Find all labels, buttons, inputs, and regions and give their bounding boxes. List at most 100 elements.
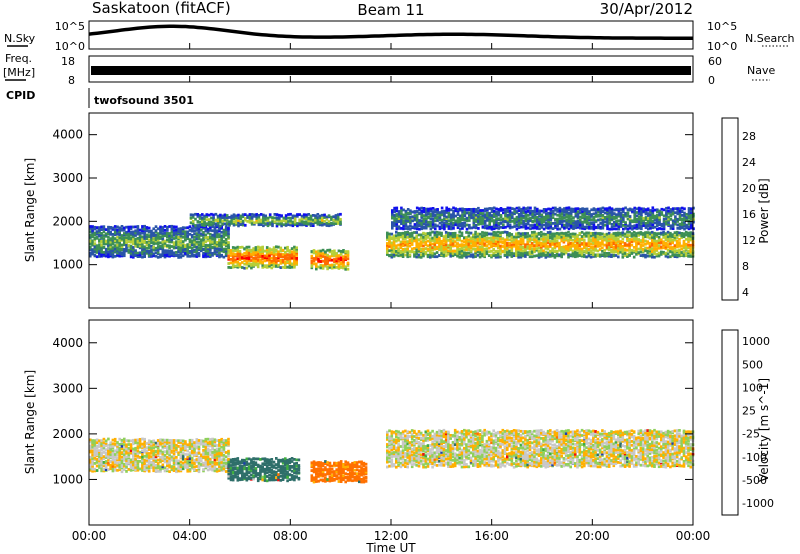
data-cell (537, 243, 541, 247)
data-cell (614, 233, 618, 237)
data-cell (558, 253, 561, 257)
data-cell (656, 210, 659, 214)
data-cell (637, 222, 641, 226)
data-cell (581, 220, 584, 224)
data-cell (556, 220, 559, 224)
data-cell (651, 236, 654, 239)
data-cell (410, 239, 414, 242)
data-cell (215, 232, 219, 236)
data-cell (147, 452, 151, 455)
data-cell (508, 209, 512, 213)
data-cell (621, 245, 625, 248)
data-cell (533, 238, 536, 241)
data-cell (506, 255, 509, 259)
data-cell (284, 250, 287, 254)
data-cell (211, 245, 214, 249)
data-cell (540, 245, 543, 249)
data-cell (678, 248, 681, 252)
data-cell (141, 249, 144, 253)
data-cell (93, 238, 97, 242)
data-cell (257, 223, 261, 227)
data-cell (417, 243, 421, 247)
data-cell (580, 230, 584, 234)
data-cell (519, 249, 523, 253)
data-cell (205, 215, 209, 218)
data-cell (342, 262, 345, 266)
data-cell (289, 223, 292, 227)
data-cell (485, 244, 489, 247)
data-region (310, 248, 350, 271)
data-cell (257, 214, 261, 217)
data-cell (408, 244, 412, 248)
data-cell (481, 253, 484, 256)
data-cell (425, 226, 428, 230)
data-cell (521, 245, 525, 249)
data-cell (425, 217, 428, 220)
data-cell (449, 241, 452, 245)
data-cell (453, 244, 457, 248)
data-cell (545, 212, 548, 215)
data-cell (193, 240, 196, 244)
data-cell (203, 217, 206, 221)
data-cell (494, 236, 498, 240)
data-cell (440, 223, 444, 227)
data-cell (569, 213, 573, 217)
data-cell (172, 227, 176, 231)
data-cell (113, 249, 117, 253)
data-cell (508, 217, 512, 221)
data-cell (580, 252, 584, 256)
data-cell (125, 443, 128, 447)
data-cell (154, 242, 158, 245)
data-cell (669, 224, 673, 228)
data-cell (272, 248, 276, 252)
data-cell (605, 254, 609, 258)
data-cell (129, 244, 133, 248)
data-cell (675, 233, 679, 237)
data-cell (435, 241, 439, 245)
data-cell (104, 448, 108, 452)
data-cell (678, 224, 682, 228)
data-cell (191, 220, 195, 223)
data-cell (145, 233, 149, 237)
data-cell (259, 218, 263, 222)
data-cell (205, 222, 209, 226)
data-cell (163, 460, 167, 464)
data-cell (495, 214, 498, 218)
data-cell (324, 252, 327, 256)
data-cell (397, 247, 400, 251)
data-cell (129, 249, 133, 253)
data-cell (456, 217, 460, 220)
data-cell (231, 256, 235, 259)
data-cell (184, 444, 187, 448)
data-cell (452, 216, 455, 220)
data-cell (565, 221, 568, 224)
data-cell (433, 243, 437, 247)
data-cell (202, 252, 205, 255)
data-cell (218, 229, 221, 233)
data-cell (252, 261, 255, 265)
data-cell (589, 232, 593, 235)
data-cell (200, 244, 203, 248)
data-cell (601, 235, 604, 239)
data-cell (530, 249, 534, 253)
data-cell (156, 234, 160, 237)
data-cell (152, 465, 155, 468)
data-cell (665, 220, 668, 224)
data-cell (524, 207, 528, 210)
data-cell (318, 214, 322, 218)
data-cell (91, 453, 94, 457)
data-cell (671, 246, 674, 249)
data-cell (393, 216, 396, 220)
data-cell (433, 236, 437, 239)
data-cell (477, 209, 480, 213)
data-cell (630, 234, 634, 238)
data-cell (540, 244, 543, 247)
data-cell (646, 219, 650, 223)
data-cell (307, 216, 310, 220)
data-cell (656, 221, 659, 225)
data-cell (93, 462, 97, 465)
data-cell (404, 247, 407, 251)
data-cell (468, 219, 471, 222)
data-cell (395, 253, 398, 257)
data-cell (102, 242, 106, 246)
